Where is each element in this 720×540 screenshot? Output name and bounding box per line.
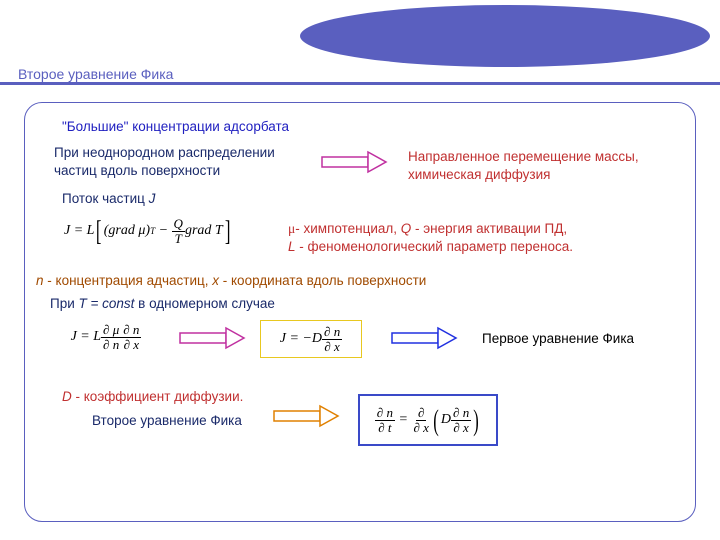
text-mu-Q-L: μ- химпотенциал, Q - энергия активации П… bbox=[288, 220, 648, 256]
flow-label: Поток частиц bbox=[62, 191, 149, 206]
L-desc: - феноменологический параметр переноса. bbox=[296, 239, 574, 254]
arrow-magenta-2 bbox=[178, 326, 248, 350]
L-symbol: L bbox=[288, 239, 296, 254]
pri-label: При bbox=[50, 296, 79, 311]
text-directed-mass: Направленное перемещение массы, химическ… bbox=[408, 148, 678, 184]
text-big-concentrations: "Большие" концентрации адсорбата bbox=[62, 118, 289, 136]
text-n-x: n - концентрация адчастиц, x - координат… bbox=[36, 272, 426, 290]
label-second-fick: Второе уравнение Фика bbox=[92, 412, 242, 430]
Q-symbol: Q bbox=[401, 221, 412, 236]
n-desc: - концентрация адчастиц, bbox=[44, 273, 213, 288]
n-symbol: n bbox=[36, 273, 44, 288]
text-particle-flow: Поток частиц J bbox=[62, 190, 155, 208]
equation-J-L: J = L ∂ μ∂ n ∂ n∂ x bbox=[52, 318, 160, 356]
equation-second-fick: ∂ n∂ t = ∂∂ x(D ∂ n∂ x) bbox=[358, 394, 498, 446]
label-first-fick: Первое уравнение Фика bbox=[482, 330, 634, 348]
slide-title: Второе уравнение Фика bbox=[18, 66, 173, 82]
text-nonuniform: При неоднородном распределении частиц вд… bbox=[54, 144, 304, 180]
mu-desc: - химпотенциал, bbox=[295, 221, 401, 236]
T-const: T = const bbox=[79, 296, 135, 311]
flow-J: J bbox=[149, 191, 156, 206]
arrow-magenta-1 bbox=[320, 150, 390, 174]
Q-desc: - энергия активации ПД, bbox=[411, 221, 567, 236]
header: Второе уравнение Фика bbox=[0, 0, 720, 98]
header-ellipse bbox=[300, 5, 710, 67]
x-symbol: x bbox=[212, 273, 219, 288]
x-desc: - координата вдоль поверхности bbox=[219, 273, 426, 288]
text-D-coef: D - коэффициент диффузии. bbox=[62, 388, 243, 406]
D-desc: - коэффициент диффузии. bbox=[72, 389, 244, 404]
equation-first-fick: J = −D ∂ n∂ x bbox=[260, 320, 362, 358]
header-line bbox=[0, 82, 720, 85]
equation-flux: J = L [(grad μ)T − QT grad T] bbox=[48, 213, 248, 249]
text-T-const: При T = const в одномерном случае bbox=[50, 295, 275, 313]
1d-label: в одномерном случае bbox=[134, 296, 274, 311]
D-symbol: D bbox=[62, 389, 72, 404]
arrow-blue bbox=[390, 326, 460, 350]
arrow-orange bbox=[272, 404, 342, 428]
